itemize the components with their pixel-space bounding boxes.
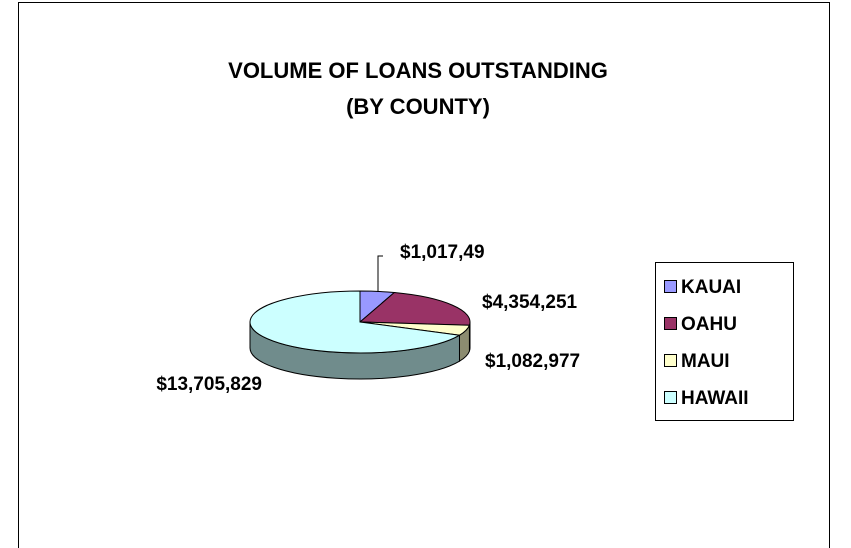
data-label: $1,082,977 [485,351,580,372]
legend-swatch [664,391,677,404]
legend-swatch [664,317,677,330]
data-label: $4,354,251 [482,292,578,313]
leader-line [377,255,383,292]
legend-label: OAHU [681,314,737,335]
data-label: $1,017,49 [400,242,485,263]
legend-label: MAUI [681,351,730,372]
slice [358,292,471,326]
data-label: $13,705,829 [156,374,262,395]
legend-swatch [664,280,677,293]
chart-title: VOLUME OF LOANS OUTSTANDING [228,58,608,83]
legend-label: KAUAI [681,277,741,298]
legend-label: HAWAII [681,388,749,409]
legend-swatch [664,354,677,367]
chart-subtitle: (BY COUNTY) [346,94,490,119]
slice [249,290,461,354]
legend-box [655,262,794,421]
